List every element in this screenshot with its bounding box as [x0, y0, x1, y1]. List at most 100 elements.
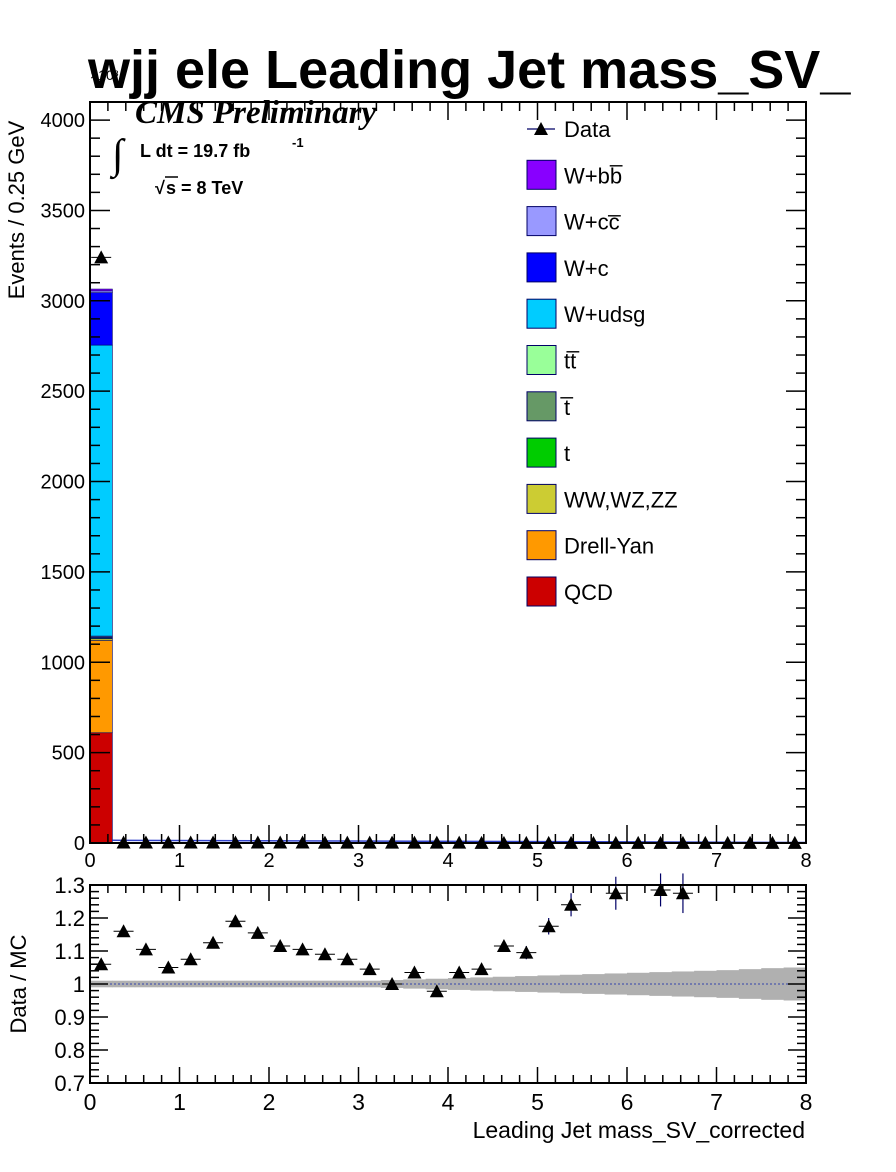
legend-data-marker	[534, 122, 548, 135]
ratio-point	[206, 935, 221, 949]
data-point	[228, 835, 243, 849]
mc-uncertainty-band	[761, 968, 785, 1000]
ratio-y-tick-label: 1	[73, 972, 85, 997]
data-point	[206, 835, 221, 849]
ratio-x-tick-label: 3	[352, 1089, 365, 1115]
lumi-exponent: -1	[292, 135, 304, 150]
legend-swatch	[526, 206, 557, 237]
legend-label: W+c	[564, 256, 609, 281]
x-tick-label: 3	[353, 850, 364, 872]
mc-uncertainty-band	[269, 980, 292, 988]
y-tick-label: 3000	[41, 291, 86, 313]
data-point	[273, 835, 288, 849]
ratio-x-tick-label: 0	[84, 1089, 97, 1115]
legend-label: W+udsg	[564, 302, 645, 327]
ratio-point	[653, 882, 668, 896]
ratio-x-tick-label: 4	[442, 1089, 455, 1115]
x-tick-label: 1	[174, 850, 185, 872]
data-point	[116, 835, 131, 849]
chart-title: wjj ele Leading Jet mass_SV_	[87, 40, 851, 100]
sqrt-symbol: √	[155, 178, 165, 198]
energy-text: s = 8 TeV	[166, 178, 243, 198]
y-tick-label: 4000	[41, 110, 86, 132]
ratio-x-tick-label: 2	[263, 1089, 276, 1115]
ratio-point	[295, 942, 310, 956]
ratio-x-tick-label: 8	[800, 1089, 813, 1115]
mc-uncertainty-band	[313, 980, 337, 988]
y-multiplier: ×10³	[90, 67, 119, 83]
mc-uncertainty-band	[649, 972, 673, 996]
mc-uncertainty-band	[470, 977, 494, 991]
y-tick-label: 1500	[41, 562, 86, 584]
ratio-point	[429, 984, 444, 998]
ratio-point	[183, 952, 198, 966]
mc-uncertainty-band	[537, 975, 561, 993]
ratio-point	[250, 925, 265, 939]
cms-label: CMS Preliminary	[135, 95, 376, 131]
ratio-y-tick-label: 0.7	[54, 1071, 85, 1096]
y-tick-label: 2500	[41, 381, 86, 403]
stack-segment-1	[89, 640, 113, 734]
x-tick-label: 6	[621, 850, 632, 872]
ratio-point	[385, 977, 400, 990]
lumi-text: L dt = 19.7 fb	[140, 141, 250, 161]
mc-uncertainty-band	[582, 974, 606, 994]
ratio-point	[340, 952, 355, 966]
x-tick-label: 8	[800, 850, 811, 872]
legend-swatch	[526, 345, 557, 375]
ratio-y-tick-label: 0.8	[54, 1038, 85, 1063]
legend-swatch	[526, 576, 557, 607]
legend-label: Data	[564, 117, 611, 142]
y-tick-label: 500	[52, 743, 85, 765]
integral-symbol: ∫	[109, 132, 126, 180]
x-axis-label: Leading Jet mass_SV_corrected	[473, 1117, 805, 1143]
data-point	[250, 835, 265, 849]
ratio-x-tick-label: 1	[173, 1089, 186, 1115]
ratio-panel: 0.7 0.8 0.9 1 1.1 1.2 1.3 0 1 2 3 4 5 6 7 8	[54, 873, 812, 1115]
mc-uncertainty-band	[694, 970, 717, 998]
ratio-point	[228, 914, 243, 928]
legend-swatch	[526, 530, 557, 561]
y-tick-label: 1000	[41, 652, 86, 674]
ratio-point	[519, 945, 534, 959]
mc-uncertainty-band	[201, 980, 225, 988]
legend-label: tt̅	[564, 349, 580, 374]
ratio-point	[608, 886, 623, 900]
ratio-y-axis-label: Data / MC	[6, 934, 31, 1033]
data-point	[295, 835, 310, 849]
legend-label: t	[564, 441, 570, 466]
x-tick-label: 0	[84, 850, 95, 872]
ratio-point	[138, 942, 153, 956]
ratio-point	[94, 957, 109, 971]
y-tick-label: 0	[74, 833, 85, 855]
ratio-point	[452, 965, 467, 979]
ratio-point	[317, 947, 332, 961]
legend-label: WW,WZ,ZZ	[564, 487, 678, 512]
legend-swatch	[526, 159, 557, 190]
mc-uncertainty-band	[425, 978, 449, 990]
ratio-point	[474, 962, 489, 976]
x-tick-label: 2	[263, 850, 274, 872]
ratio-y-tick-label: 0.9	[54, 1005, 85, 1030]
ratio-y-tick-label: 1.3	[54, 873, 85, 898]
data-point	[183, 835, 198, 849]
legend-label: W+cc̅	[564, 210, 621, 235]
main-panel: 0 500 1000 1500 2000 2500 3000 3500 4000 0 1 2 3 4 5 6 7…	[41, 101, 812, 872]
x-tick-label: 7	[711, 850, 722, 872]
ratio-point	[161, 960, 176, 974]
legend-swatch	[526, 483, 557, 514]
data-point	[94, 250, 109, 264]
ratio-x-tick-label: 5	[531, 1089, 544, 1115]
ratio-x-tick-label: 7	[710, 1089, 723, 1115]
mc-uncertainty-band	[157, 980, 180, 988]
main-plot-area	[90, 102, 806, 843]
legend-swatch	[526, 252, 557, 283]
legend-label: Drell-Yan	[564, 534, 654, 559]
ratio-point	[675, 886, 690, 900]
mc-uncertainty-band	[492, 976, 516, 992]
stack-segment-6	[89, 344, 113, 637]
legend-label: QCD	[564, 580, 613, 605]
ratio-point	[541, 919, 556, 933]
data-point	[161, 835, 176, 849]
legend-swatch	[526, 298, 557, 329]
